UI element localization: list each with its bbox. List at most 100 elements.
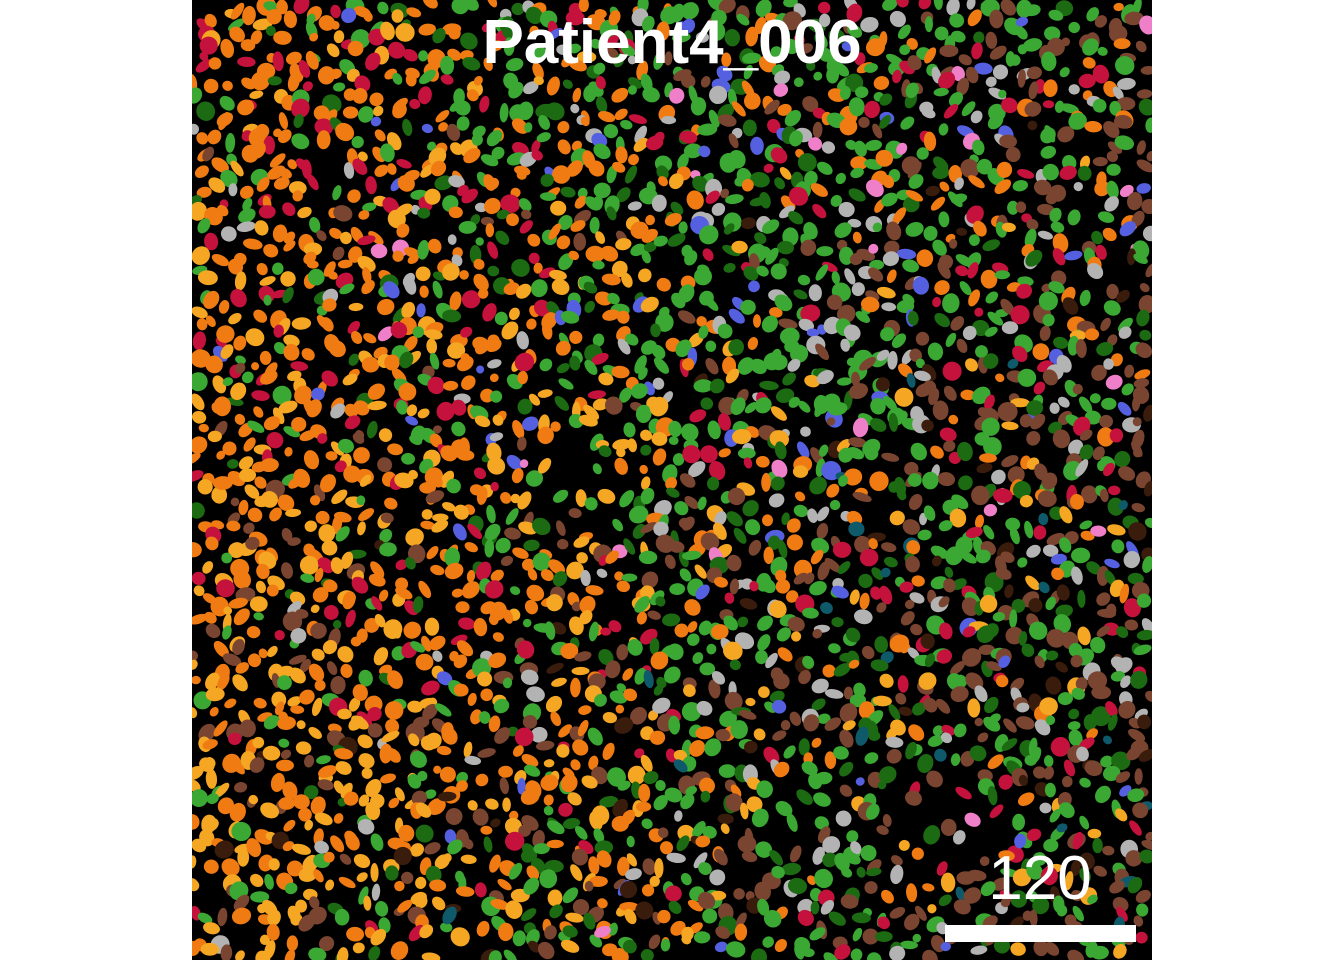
cell-segment (545, 695, 563, 713)
cell-segment (356, 711, 373, 727)
cell-segment (675, 339, 692, 358)
cell-segment (654, 499, 672, 517)
cell-segment (1092, 64, 1110, 84)
cell-segment (546, 28, 563, 41)
cell-segment (933, 87, 949, 97)
cell-segment (1017, 276, 1034, 287)
cell-segment (1000, 298, 1015, 315)
cell-segment (627, 85, 637, 95)
cell-segment (708, 109, 720, 128)
cell-segment (865, 216, 883, 232)
cell-segment (285, 51, 302, 65)
cell-segment (558, 253, 574, 271)
cell-segment (777, 539, 788, 559)
cell-segment (489, 432, 504, 442)
cell-segment (398, 382, 417, 401)
cell-segment (840, 338, 851, 352)
cell-segment (192, 707, 198, 719)
cell-segment (545, 102, 565, 121)
cell-segment (1084, 328, 1100, 341)
cell-segment (1079, 444, 1094, 461)
cell-segment (967, 9, 982, 27)
cell-segment (558, 215, 573, 230)
cell-segment (262, 745, 281, 761)
cell-segment (1128, 522, 1147, 541)
cell-segment (973, 31, 985, 44)
cell-segment (424, 732, 442, 750)
cell-segment (911, 847, 924, 860)
cell-segment (921, 107, 936, 119)
cell-segment (702, 825, 717, 839)
cell-segment (309, 896, 320, 909)
cell-segment (233, 335, 247, 351)
cell-segment (668, 715, 681, 735)
cell-segment (850, 156, 868, 170)
cell-segment (923, 225, 938, 241)
cell-segment (311, 648, 325, 661)
cell-segment (974, 62, 993, 75)
cell-segment (923, 505, 936, 521)
cell-segment (608, 10, 621, 26)
cell-segment (342, 373, 358, 386)
cell-segment (475, 773, 489, 787)
cell-segment (265, 25, 276, 36)
cell-segment (222, 377, 234, 386)
cell-segment (896, 248, 917, 260)
cell-segment (192, 838, 207, 853)
cell-segment (510, 493, 521, 504)
cell-segment (1033, 179, 1052, 196)
cell-segment (562, 818, 581, 829)
cell-segment (934, 280, 950, 296)
cell-segment (424, 329, 443, 340)
cell-segment (272, 262, 284, 275)
cell-segment (681, 516, 695, 531)
cell-segment (318, 15, 336, 31)
cell-segment (538, 114, 551, 130)
cell-segment (755, 0, 772, 18)
cell-segment (693, 379, 713, 393)
cell-segment (612, 161, 626, 173)
cell-segment (461, 188, 478, 204)
cell-segment (1068, 112, 1087, 130)
cell-segment (819, 13, 831, 27)
cell-segment (1127, 877, 1143, 894)
cell-segment (403, 621, 422, 639)
cell-segment (750, 948, 768, 960)
cell-segment (256, 177, 270, 192)
cell-segment (1022, 38, 1043, 52)
cell-segment (306, 260, 319, 269)
cell-segment (800, 304, 821, 323)
cell-segment (365, 176, 377, 195)
cell-segment (484, 197, 501, 215)
cell-segment (765, 652, 778, 669)
cell-segment (979, 453, 997, 463)
cell-segment (1079, 815, 1090, 830)
cell-segment (864, 100, 880, 119)
cell-segment (283, 343, 300, 361)
cell-segment (368, 573, 386, 587)
cell-segment (1071, 547, 1091, 564)
cell-segment (516, 331, 529, 350)
cell-segment (281, 562, 293, 579)
cell-segment (444, 829, 457, 844)
cell-segment (920, 633, 935, 649)
cell-segment (1086, 561, 1102, 575)
cell-segment (573, 232, 587, 251)
cell-segment (1040, 866, 1058, 886)
cell-segment (352, 88, 368, 104)
cell-segment (500, 555, 514, 567)
cell-segment (1014, 833, 1027, 849)
cell-segment (314, 840, 329, 854)
cell-segment (730, 720, 748, 739)
cell-segment (722, 245, 741, 257)
cell-segment (1032, 343, 1050, 361)
cell-segment (1048, 281, 1065, 294)
cell-segment (660, 6, 679, 25)
cell-segment (1070, 889, 1083, 902)
cell-segment (310, 604, 320, 614)
cell-segment (539, 358, 553, 372)
cell-segment (283, 426, 301, 438)
cell-segment (589, 216, 600, 234)
cell-segment (385, 718, 400, 734)
cell-segment (455, 100, 471, 116)
